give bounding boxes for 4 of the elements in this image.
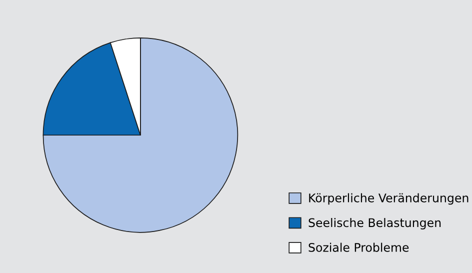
pie-slice bbox=[42, 38, 238, 233]
legend-label: Seelische Belastungen bbox=[308, 218, 441, 230]
legend-label: Körperliche Veränderungen bbox=[309, 193, 468, 205]
legend-label: Soziale Probleme bbox=[308, 242, 409, 252]
